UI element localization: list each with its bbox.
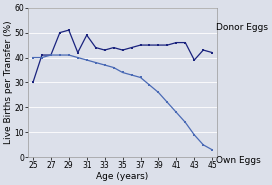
Text: Own Eggs: Own Eggs (216, 156, 261, 165)
Y-axis label: Live Births per Transfer (%): Live Births per Transfer (%) (4, 21, 13, 144)
Text: Donor Eggs: Donor Eggs (216, 23, 268, 32)
X-axis label: Age (years): Age (years) (97, 172, 149, 181)
